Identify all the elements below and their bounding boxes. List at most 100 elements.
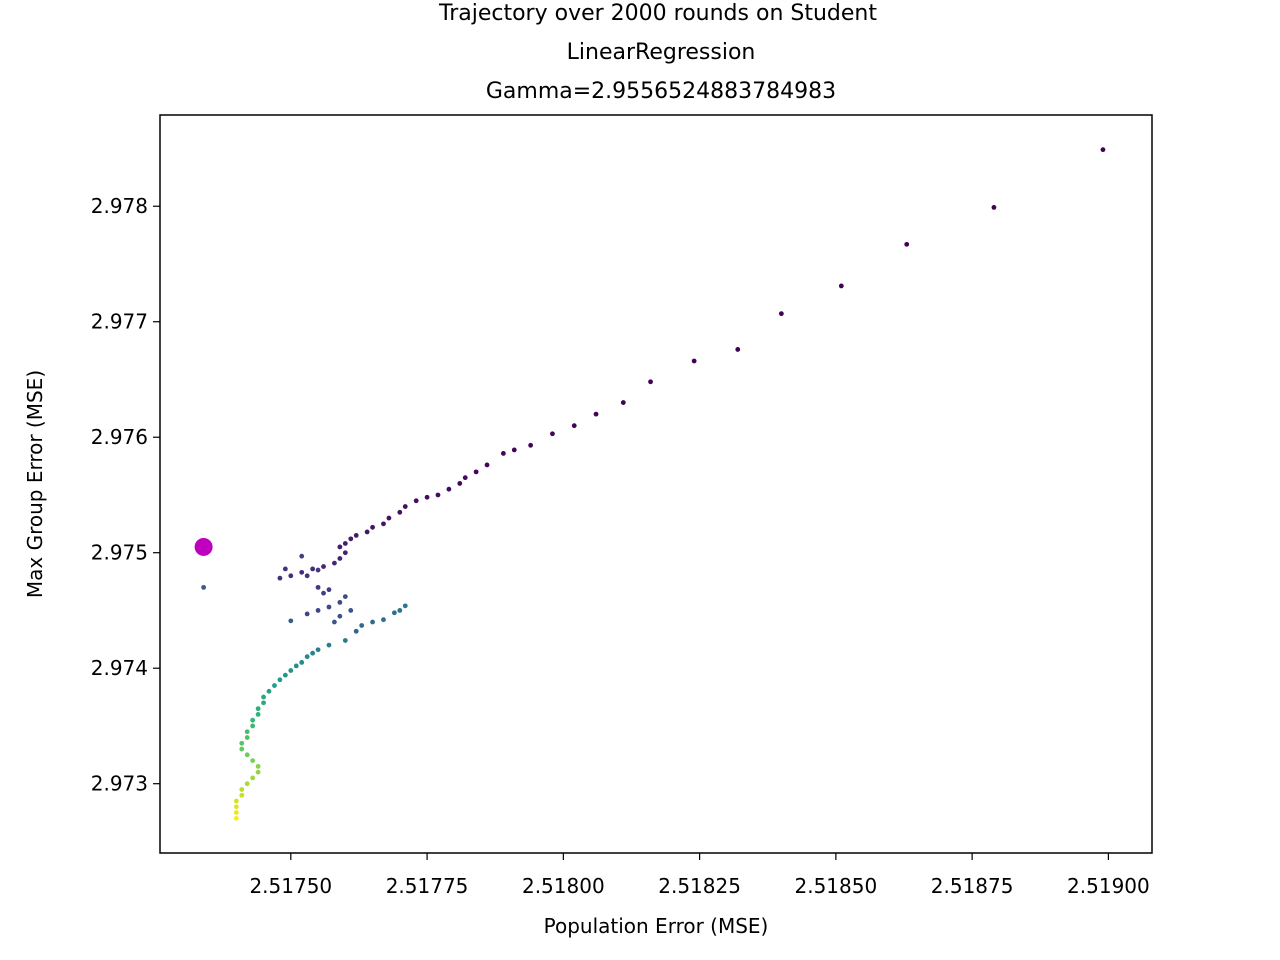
- trajectory-point: [304, 573, 310, 579]
- trajectory-point: [353, 532, 359, 538]
- trajectory-point: [342, 541, 348, 546]
- trajectory-point: [272, 683, 277, 688]
- trajectory-point: [299, 660, 305, 665]
- trajectory-point: [244, 729, 250, 735]
- trajectory-point: [337, 556, 343, 561]
- trajectory-point: [282, 672, 288, 678]
- trajectory-point: [277, 575, 283, 581]
- y-axis-label: Max Group Error (MSE): [23, 370, 47, 598]
- trajectory-point: [446, 486, 452, 492]
- start-marker: [194, 537, 213, 556]
- trajectory-point: [288, 573, 294, 579]
- trajectory-point: [233, 815, 239, 821]
- trajectory-point: [282, 566, 288, 572]
- y-tick-label: 2.973: [91, 772, 148, 796]
- trajectory-point: [457, 481, 463, 486]
- trajectory-point: [332, 619, 337, 625]
- trajectory-point: [381, 617, 386, 623]
- trajectory-point: [462, 475, 468, 481]
- trajectory-point: [304, 611, 310, 617]
- trajectory-point: [239, 792, 245, 798]
- trajectory-point: [397, 608, 403, 613]
- trajectory-point: [511, 447, 517, 453]
- trajectory-point: [370, 524, 375, 530]
- trajectory-point: [315, 567, 321, 573]
- trajectory-point: [239, 787, 245, 792]
- trajectory-point: [593, 411, 599, 417]
- trajectory-point: [391, 610, 397, 616]
- x-tick-label: 2.51800: [522, 874, 605, 898]
- trajectory-point: [397, 509, 403, 515]
- trajectory-point: [435, 492, 441, 498]
- y-axis-ticks: 2.973 2.974 2.975 2.976 2.977 2.978: [91, 194, 160, 796]
- trajectory-point: [293, 663, 299, 669]
- trajectory-point: [255, 706, 261, 712]
- trajectory-point: [838, 283, 844, 289]
- trajectory-point: [904, 241, 910, 247]
- trajectory-point: [571, 423, 577, 429]
- trajectory-point: [424, 494, 430, 500]
- x-tick-label: 2.51825: [658, 874, 741, 898]
- trajectory-point: [255, 712, 261, 717]
- y-tick-label: 2.976: [91, 425, 148, 449]
- trajectory-point: [332, 560, 337, 566]
- trajectory-point: [250, 775, 256, 781]
- y-tick-label: 2.975: [91, 541, 148, 565]
- trajectory-point: [778, 311, 784, 317]
- trajectory-point: [484, 462, 490, 468]
- trajectory-point: [288, 668, 294, 673]
- title-line-1: Trajectory over 2000 rounds on Student: [438, 1, 877, 26]
- trajectory-point: [299, 569, 305, 575]
- trajectory-point: [342, 550, 348, 556]
- trajectory-point: [310, 566, 316, 572]
- trajectory-point: [691, 358, 697, 364]
- trajectory-point: [244, 752, 250, 758]
- trajectory-point: [348, 536, 354, 542]
- trajectory-point: [304, 654, 310, 660]
- trajectory-point: [250, 758, 256, 764]
- trajectory-point: [299, 553, 305, 559]
- trajectory-point: [315, 608, 321, 613]
- trajectory-point: [402, 603, 408, 609]
- trajectory-point: [255, 763, 261, 769]
- trajectory-point: [315, 647, 321, 653]
- trajectory-point: [735, 347, 741, 352]
- trajectory-point: [648, 379, 653, 385]
- trajectory-point: [321, 590, 326, 596]
- trajectory-point: [337, 599, 343, 605]
- trajectory-point: [266, 688, 272, 694]
- chart-title: Trajectory over 2000 rounds on Student L…: [438, 1, 877, 104]
- trajectory-points: [201, 147, 1106, 821]
- trajectory-point: [337, 613, 343, 619]
- trajectory-point: [261, 700, 266, 706]
- trajectory-point: [233, 804, 239, 810]
- trajectory-point: [550, 431, 555, 437]
- trajectory-point: [239, 746, 245, 752]
- plot-area-frame: [159, 114, 1153, 854]
- trajectory-point: [288, 618, 294, 624]
- trajectory-point: [1100, 147, 1106, 153]
- trajectory-point: [500, 450, 506, 456]
- trajectory-point: [620, 400, 626, 405]
- trajectory-point: [342, 594, 348, 600]
- trajectory-point: [261, 694, 266, 700]
- trajectory-point: [402, 504, 408, 509]
- trajectory-point: [364, 529, 370, 535]
- x-axis-ticks: 2.51750 2.51775 2.51800 2.51825 2.51850 2.518…: [249, 853, 1150, 898]
- trajectory-point: [348, 608, 354, 613]
- trajectory-point: [239, 740, 245, 746]
- trajectory-point: [326, 642, 332, 648]
- trajectory-point: [233, 810, 239, 815]
- trajectory-point: [386, 515, 392, 521]
- x-tick-label: 2.51750: [249, 874, 332, 898]
- x-tick-label: 2.51850: [795, 874, 878, 898]
- title-line-3: Gamma=2.9556524883784983: [486, 79, 836, 104]
- trajectory-point: [359, 623, 365, 628]
- trajectory-point: [315, 584, 321, 590]
- start-marker-layer: [194, 537, 213, 556]
- y-tick-label: 2.974: [91, 656, 148, 680]
- y-tick-label: 2.978: [91, 194, 148, 218]
- x-tick-label: 2.51775: [386, 874, 469, 898]
- title-line-2: LinearRegression: [567, 40, 756, 65]
